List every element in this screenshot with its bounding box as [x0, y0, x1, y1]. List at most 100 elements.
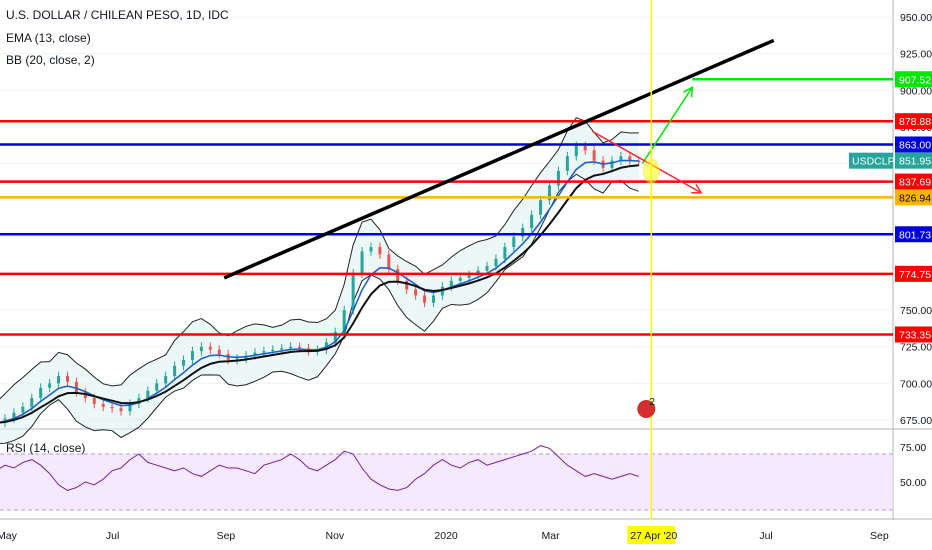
candle-body [235, 358, 239, 360]
candle-body [485, 266, 489, 271]
ticker-price-badge [895, 152, 932, 169]
candle-body [556, 170, 560, 186]
x-tick-label: Jul [106, 530, 119, 542]
candle-body [548, 185, 552, 201]
candle-body [378, 247, 382, 255]
candle-body [431, 295, 435, 303]
level-badge [895, 326, 932, 343]
level-label: 826.94 [899, 192, 931, 204]
y-tick-label: 950.00 [900, 12, 932, 24]
candle-body [164, 376, 168, 384]
level-label: 733.35 [899, 329, 931, 341]
candle-body [128, 403, 132, 412]
date-marker-badge [627, 526, 676, 544]
y-tick-label: 675.00 [900, 415, 932, 427]
y-tick-label: 900.00 [900, 85, 932, 97]
candle-body [190, 351, 194, 360]
ticker-price: 851.95 [899, 156, 931, 168]
x-tick-label: Mar [542, 530, 561, 542]
candle-body [324, 342, 328, 350]
event-badge-label: 2 [649, 396, 655, 408]
level-badge [895, 113, 932, 130]
x-tick-label: 2020 [434, 530, 458, 542]
candle-body [262, 351, 266, 353]
level-badge [895, 136, 932, 153]
candle-body [360, 251, 364, 274]
candle-body [521, 228, 525, 237]
candle-body [21, 406, 25, 413]
rsi-band [0, 454, 893, 510]
level-label: 801.73 [899, 229, 931, 241]
bb-legend[interactable]: BB (20, close, 2) [6, 53, 95, 67]
level-badge [895, 173, 932, 190]
level-label: 863.00 [899, 139, 931, 151]
candle-body [30, 398, 34, 407]
ema-legend[interactable]: EMA (13, close) [6, 31, 91, 45]
candle-body [512, 236, 516, 248]
bollinger-upper [0, 117, 639, 400]
candle-body [253, 352, 257, 356]
resistance-trendline [223, 38, 775, 280]
candle-body [173, 365, 177, 377]
candle-body [369, 247, 373, 252]
candle-body [199, 346, 203, 352]
candle-body [65, 376, 69, 382]
level-label: 907.52 [899, 74, 931, 86]
candle-body [110, 406, 114, 409]
candle-body [208, 346, 212, 350]
x-tick-label: Sep [870, 530, 889, 542]
candle-body [503, 247, 507, 259]
candle-body [574, 145, 578, 157]
projection-arrowhead [683, 86, 694, 98]
candle-body [351, 273, 355, 311]
candle-body [565, 156, 569, 171]
candle-body [48, 383, 52, 388]
level-badge [895, 189, 932, 206]
projection-arrowhead [691, 183, 703, 194]
rsi-tick-label: 50.00 [900, 477, 926, 489]
candle-body [298, 346, 302, 349]
candle-body [74, 381, 78, 393]
candle-body [83, 392, 87, 399]
candle-body [271, 349, 275, 352]
candle-body [405, 280, 409, 290]
bollinger-fill [0, 117, 639, 444]
candle-body [414, 289, 418, 296]
level-label: 774.75 [899, 269, 931, 281]
candle-body [119, 408, 123, 412]
candle-body [39, 387, 43, 399]
y-tick-label: 750.00 [900, 305, 932, 317]
x-tick-label: Nov [325, 530, 344, 542]
candle-body [592, 150, 596, 161]
candle-body [12, 412, 16, 419]
candle-body [280, 348, 284, 350]
candle-body [423, 295, 427, 303]
candle-body [494, 258, 498, 267]
y-tick-label: 925.00 [900, 49, 932, 61]
x-tick-label: Sep [217, 530, 236, 542]
chart-title: U.S. DOLLAR / CHILEAN PESO, 1D, IDC [6, 8, 229, 22]
candle-body [57, 376, 61, 384]
candle-body [333, 332, 337, 343]
candle-body [387, 254, 391, 270]
candle-body [182, 359, 186, 366]
candle-body [539, 200, 543, 215]
candle-body [583, 145, 587, 151]
date-marker-label: 27 Apr '20 [630, 530, 677, 542]
bollinger-mid [0, 164, 639, 424]
x-tick-label: Jul [759, 530, 772, 542]
candle-body [92, 398, 96, 404]
candle-body [342, 310, 346, 333]
event-badge-icon [637, 400, 656, 418]
rsi-legend[interactable]: RSI (14, close) [6, 441, 86, 455]
price-pane [0, 0, 893, 428]
candle-body [619, 156, 623, 161]
candle-body [101, 403, 105, 407]
candle-body [449, 280, 453, 287]
level-badge [895, 265, 932, 282]
candle-body [217, 349, 221, 355]
x-tick-label: May [0, 530, 18, 542]
candle-body [289, 346, 293, 349]
